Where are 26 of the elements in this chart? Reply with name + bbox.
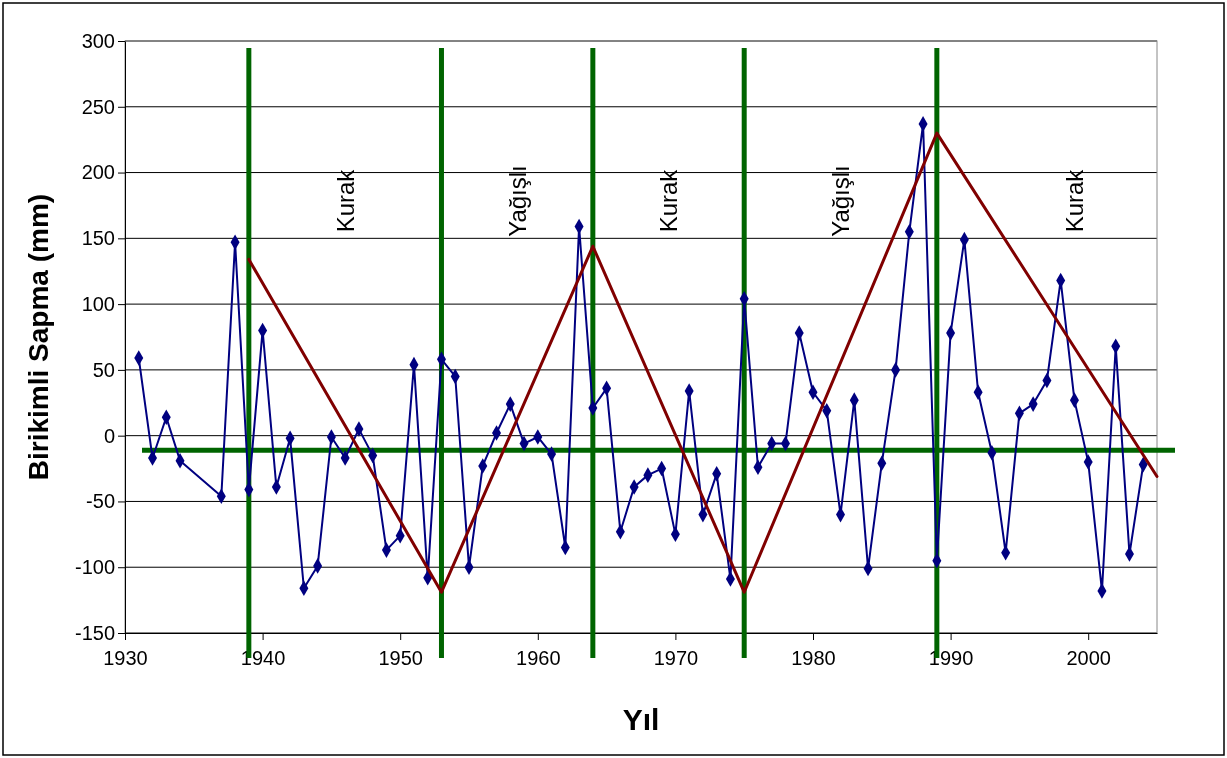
y-tick-label: 300	[81, 29, 115, 52]
x-tick-label: 2000	[1066, 647, 1111, 669]
y-tick-label: 250	[81, 95, 115, 118]
annotation: Yağışlı	[826, 165, 854, 237]
line-series	[247, 131, 1159, 594]
y-tick-label: -100	[74, 556, 115, 579]
y-tick-label: 0	[103, 424, 115, 447]
x-tick-label: 1990	[928, 647, 974, 669]
x-tick-label: 1960	[516, 647, 561, 669]
x-tick-label: 1980	[791, 647, 836, 669]
annotation: Kurak	[1061, 168, 1089, 233]
y-tick-label: 50	[92, 358, 115, 381]
x-axis-title: Yıl	[622, 703, 660, 736]
y-axis-title: Birikimli Sapma (mm)	[23, 193, 54, 481]
x-tick-label: 1970	[653, 647, 699, 669]
y-tick-label: 200	[81, 161, 115, 184]
y-tick-label: -150	[74, 621, 115, 644]
x-tick-label: 1950	[378, 647, 423, 669]
annotation: Kurak	[654, 168, 682, 233]
x-tick-label: 1930	[103, 647, 148, 669]
y-tick-label: 150	[81, 227, 115, 250]
annotation: Kurak	[331, 168, 359, 233]
y-tick-label: -50	[86, 490, 115, 513]
x-tick-label: 1940	[240, 647, 286, 669]
y-tick-label: 100	[81, 293, 115, 316]
annotation: Yağışlı	[503, 165, 531, 237]
